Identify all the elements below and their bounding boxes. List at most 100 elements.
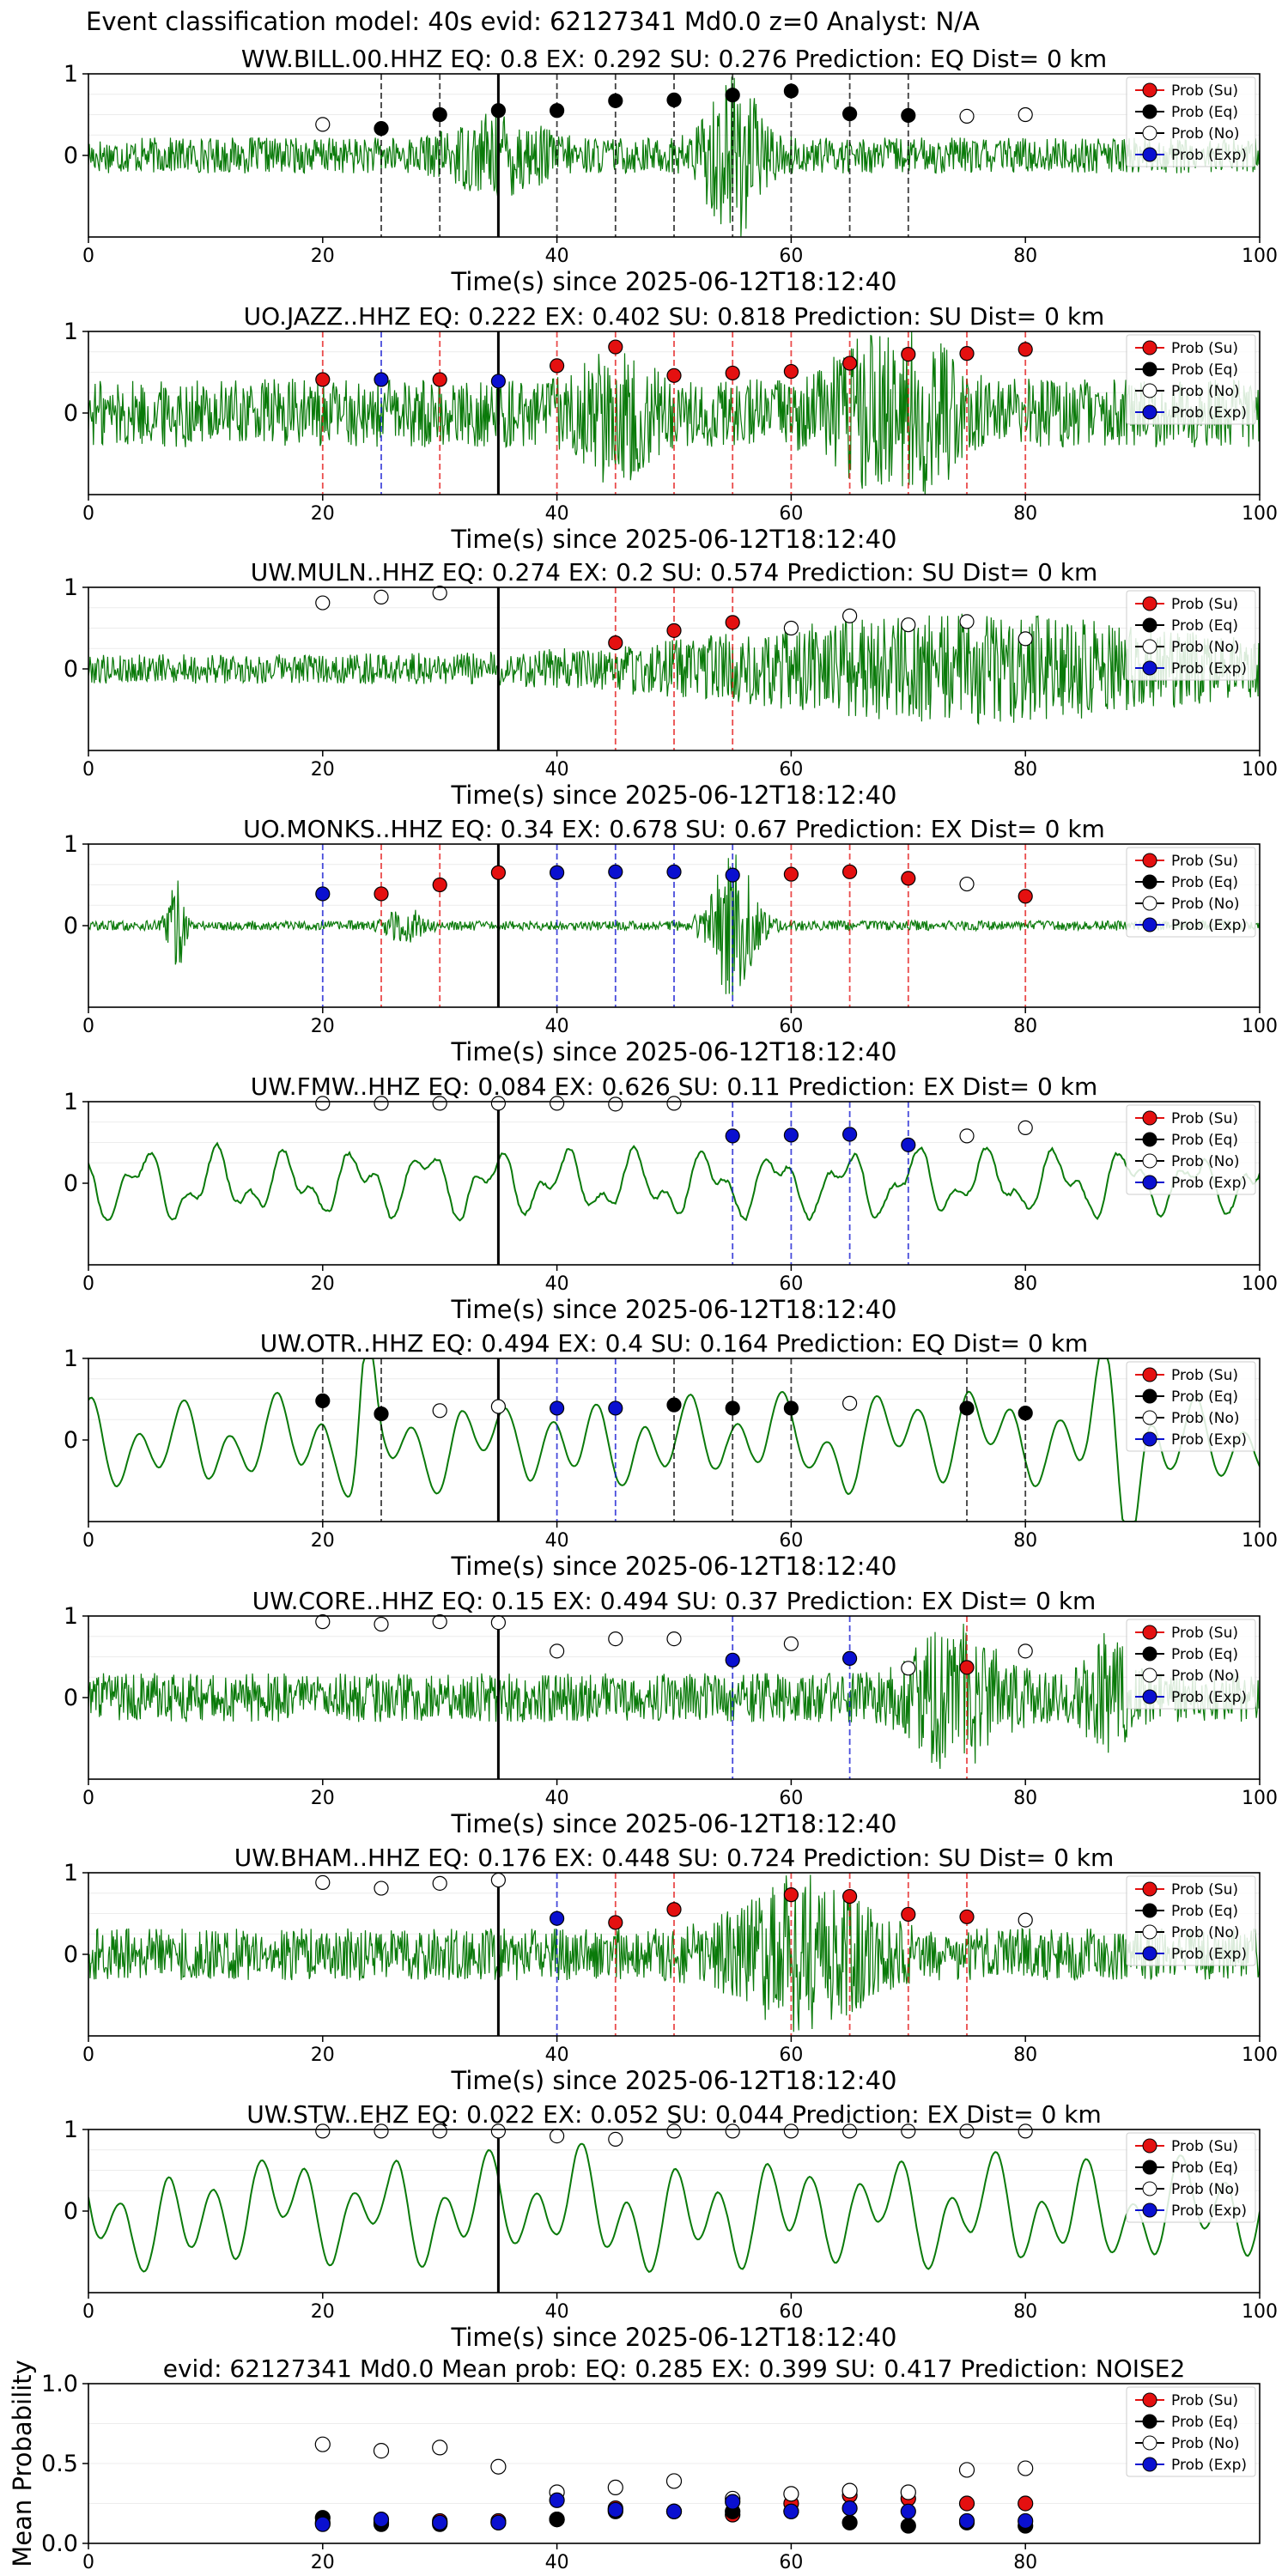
prob-point-exp [783, 1127, 799, 1143]
prob-point-eq [841, 106, 858, 122]
prob-point-su [841, 355, 858, 371]
legend-marker-su [1142, 2138, 1157, 2154]
legend-label-su: Prob (Su) [1171, 1367, 1238, 1384]
panel-title: UW.MULN..HHZ EQ: 0.274 EX: 0.2 SU: 0.574… [251, 558, 1098, 586]
prob-point-su [725, 365, 740, 381]
prob-point-no [549, 1096, 565, 1111]
prob-point-su [901, 871, 916, 886]
legend: Prob (Su) Prob (Eq) Prob (No) Prob (Exp) [1126, 76, 1256, 167]
prob-point-su [608, 635, 623, 651]
prob-point-su [959, 1909, 975, 1924]
legend-frame [1126, 76, 1256, 167]
legend-marker-exp [1142, 2457, 1157, 2472]
legend-frame [1126, 1361, 1256, 1452]
x-tick-label: 60 [779, 2301, 803, 2323]
prob-point-exp [725, 1128, 740, 1144]
x-tick-label: 60 [779, 759, 803, 781]
prob-point-no [959, 614, 975, 629]
prob-point-no [315, 117, 331, 132]
x-tick-label: 100 [1242, 2044, 1278, 2066]
mean-prob-point-no [1018, 2460, 1034, 2476]
y-tick-label: 0 [64, 656, 78, 683]
prob-point-no [841, 2123, 858, 2139]
legend-marker-exp [1142, 917, 1157, 933]
legend-marker-eq [1142, 1388, 1157, 1404]
legend-marker-su [1142, 1110, 1157, 1126]
mean-prob-point-exp [314, 2516, 331, 2532]
prob-point-no [315, 2123, 331, 2139]
y-tick-label: 1 [64, 1603, 78, 1630]
prob-point-su [901, 1906, 916, 1923]
y-tick-label: 0 [64, 2198, 78, 2225]
x-tick-label: 80 [1013, 2301, 1037, 2323]
prob-point-su [608, 339, 623, 355]
prob-point-eq [608, 93, 623, 108]
prob-point-exp [901, 1137, 916, 1152]
legend-label-eq: Prob (Eq) [1171, 1646, 1238, 1663]
legend-label-eq: Prob (Eq) [1171, 1388, 1238, 1406]
legend-frame [1126, 590, 1256, 681]
legend: Prob (Su) Prob (Eq) Prob (No) Prob (Exp) [1126, 2386, 1256, 2477]
legend-label-su: Prob (Su) [1171, 82, 1238, 100]
prob-point-no [432, 2123, 447, 2139]
prob-point-no [315, 1096, 331, 1111]
legend-marker-su [1142, 1881, 1157, 1897]
legend-label-su: Prob (Su) [1171, 1625, 1238, 1642]
legend: Prob (Su) Prob (Eq) Prob (No) Prob (Exp) [1126, 590, 1256, 681]
y-tick-label: 1 [64, 1089, 78, 1115]
prob-point-no [1018, 1643, 1033, 1659]
prob-point-su [374, 886, 389, 902]
x-tick-label: 60 [779, 1273, 803, 1295]
x-tick-label: 20 [311, 503, 335, 525]
prob-point-no [901, 617, 916, 633]
legend-label-eq: Prob (Eq) [1171, 874, 1238, 891]
legend-marker-no [1142, 1924, 1157, 1940]
prob-point-eq [783, 83, 799, 99]
y-tick-label: 1 [64, 2117, 78, 2143]
legend-label-no: Prob (No) [1171, 1153, 1240, 1170]
prob-point-no [959, 2123, 975, 2139]
prob-point-no [783, 2123, 799, 2139]
x-tick-label: 0 [82, 1530, 94, 1552]
x-tick-label: 80 [1013, 1788, 1037, 1809]
mean-prob-point-exp [432, 2514, 448, 2530]
x-axis-label: Time(s) since 2025-06-12T18:12:40 [451, 2066, 897, 2095]
mean-prob-point-no [432, 2439, 448, 2456]
x-tick-label: 40 [545, 503, 569, 525]
prob-point-su [432, 877, 447, 893]
x-tick-label: 40 [545, 1530, 569, 1552]
prob-point-no [608, 1631, 623, 1647]
x-axis-label: Time(s) since 2025-06-12T18:12:40 [451, 267, 897, 296]
panel-1: WW.BILL.00.HHZ EQ: 0.8 EX: 0.292 SU: 0.2… [64, 45, 1278, 296]
y-tick-label: 1 [64, 1346, 78, 1372]
prob-point-no [432, 1614, 447, 1630]
x-axis-label: Time(s) since 2025-06-12T18:12:40 [451, 525, 897, 554]
prob-point-exp [608, 1400, 623, 1416]
legend-label-exp: Prob (Exp) [1171, 147, 1247, 164]
legend: Prob (Su) Prob (Eq) Prob (No) Prob (Exp) [1126, 334, 1256, 425]
x-tick-label: 100 [1242, 246, 1278, 267]
legend-marker-no [1142, 639, 1157, 654]
legend-label-no: Prob (No) [1171, 896, 1240, 913]
x-axis-label: Time(s) since 2025-06-12T18:12:40 [451, 1037, 897, 1066]
y-tick-label: 1 [64, 1860, 78, 1886]
mean-prob-point-exp [841, 2500, 858, 2517]
x-tick-label: 20 [311, 759, 335, 781]
legend-label-no: Prob (No) [1171, 1410, 1240, 1427]
waveform-trace [88, 1141, 1260, 1222]
legend-marker-su [1142, 853, 1157, 868]
prob-point-exp [374, 372, 389, 387]
legend-marker-eq [1142, 874, 1157, 890]
legend-label-eq: Prob (Eq) [1171, 1903, 1238, 1920]
legend-label-no: Prob (No) [1171, 1924, 1240, 1941]
x-tick-label: 20 [311, 246, 335, 267]
x-tick-label: 0 [82, 503, 94, 525]
legend-frame [1126, 2386, 1256, 2477]
legend-label-exp: Prob (Exp) [1171, 1946, 1247, 1963]
mean-prob-point-exp [958, 2512, 975, 2530]
x-tick-label: 40 [545, 246, 569, 267]
mean-prob-point-exp [783, 2503, 799, 2519]
x-tick-label: 0 [82, 2301, 94, 2323]
y-tick-label: 0 [64, 913, 78, 939]
